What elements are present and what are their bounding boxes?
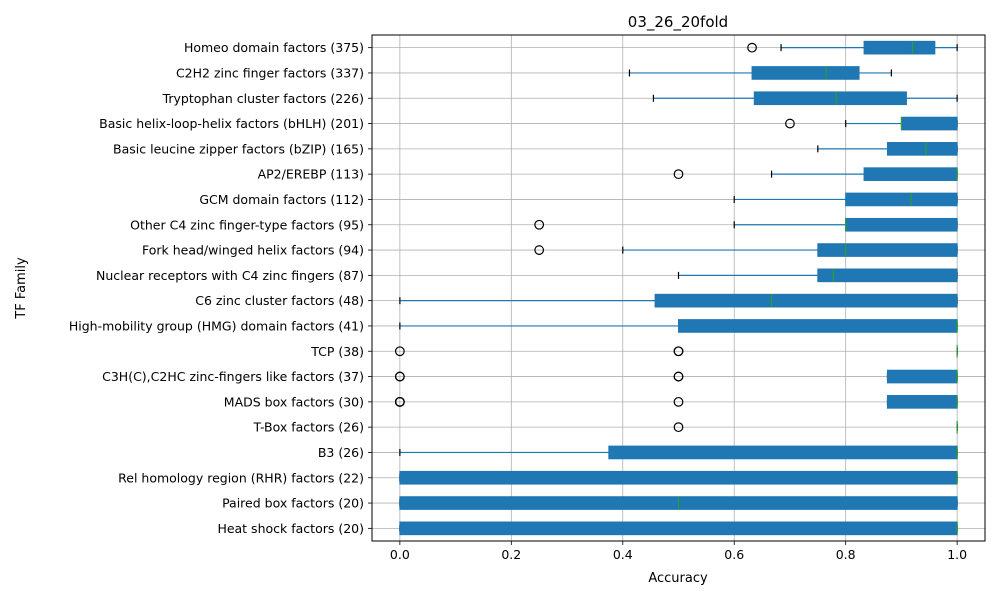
box-iqr — [900, 116, 958, 131]
box-iqr — [886, 142, 958, 156]
box-iqr — [863, 167, 958, 181]
box-group — [652, 91, 958, 106]
outlier-point — [673, 346, 684, 357]
box-group — [673, 420, 958, 434]
outlier-point — [673, 422, 684, 433]
y-axis-title: TF Family — [14, 257, 29, 320]
box-group — [399, 496, 958, 510]
outlier-point — [534, 219, 545, 230]
outlier-point — [673, 396, 684, 407]
outlier-point — [673, 169, 684, 180]
box-group — [817, 142, 958, 156]
box-group — [399, 470, 958, 485]
box-iqr — [863, 40, 936, 55]
y-tick-label: Fork head/winged helix factors (94) — [142, 243, 364, 258]
x-tick-label: 0.4 — [613, 547, 633, 562]
y-tick-label: Rel homology region (RHR) factors (22) — [118, 470, 364, 485]
y-tick-label: Nuclear receptors with C4 zinc fingers (… — [96, 268, 364, 283]
y-tick-label: Heat shock factors (20) — [217, 521, 364, 536]
x-tick-label: 0.6 — [724, 547, 744, 562]
y-tick-label: B3 (26) — [318, 445, 364, 460]
box-iqr — [845, 217, 958, 232]
outlier-point — [747, 42, 757, 53]
box-group — [399, 521, 958, 536]
plot-frame — [371, 34, 986, 542]
y-tick-label: TCP (38) — [310, 344, 364, 359]
y-tick-label: Basic leucine zipper factors (bZIP) (165… — [113, 141, 364, 156]
outlier-point — [394, 346, 405, 357]
box-iqr — [678, 319, 958, 333]
box-iqr — [753, 91, 907, 106]
y-tick-label: Paired box factors (20) — [222, 496, 364, 511]
y-tick-label: T-Box factors (26) — [252, 420, 364, 435]
chart-title: 03_26_20fold — [628, 13, 728, 32]
box-group — [399, 445, 958, 460]
y-tick-label: Homeo domain factors (375) — [184, 40, 364, 55]
outlier-point — [785, 118, 795, 129]
box-iqr — [817, 243, 958, 257]
y-tick-label: C2H2 zinc finger factors (337) — [176, 65, 364, 80]
grid-layer — [372, 35, 985, 541]
box-iqr — [817, 268, 958, 283]
y-tick-label: MADS box factors (30) — [224, 394, 364, 409]
y-tick-label: Other C4 zinc finger-type factors (95) — [130, 217, 364, 232]
y-tick-label: C3H(C),C2HC zinc-fingers like factors (3… — [102, 369, 364, 384]
y-tick-label: Basic helix-loop-helix factors (bHLH) (2… — [99, 116, 364, 131]
x-axis: 0.0 0.2 0.4 0.6 0.8 1.0 — [390, 541, 967, 562]
box-group — [747, 40, 958, 55]
y-tick-label: AP2/EREBP (113) — [258, 167, 364, 182]
x-tick-label: 0.8 — [836, 547, 856, 562]
y-tick-label: Tryptophan cluster factors (226) — [162, 91, 364, 106]
y-tick-label: High-mobility group (HMG) domain factors… — [69, 318, 364, 333]
box-iqr — [845, 192, 958, 207]
outlier-point — [394, 396, 405, 407]
box-iqr — [886, 369, 958, 384]
outlier-point — [673, 371, 684, 382]
box-group — [785, 116, 958, 131]
outlier-point — [394, 371, 405, 382]
y-tick-label: C6 zinc cluster factors (48) — [195, 293, 364, 308]
box-iqr — [654, 293, 958, 308]
box-iqr — [608, 445, 958, 460]
box-group — [673, 167, 958, 181]
boxes-layer — [394, 40, 958, 536]
box-group — [399, 293, 958, 308]
y-tick-label: GCM domain factors (112) — [199, 192, 364, 207]
box-group — [534, 217, 958, 232]
y-axis: Homeo domain factors (375) C2H2 zinc fing… — [69, 40, 372, 536]
box-iqr — [399, 470, 958, 485]
box-iqr — [886, 395, 958, 409]
x-tick-label: 1.0 — [947, 547, 967, 562]
box-group — [628, 66, 892, 80]
box-group — [677, 268, 958, 283]
box-group — [399, 319, 958, 333]
x-tick-label: 0.0 — [390, 547, 410, 562]
box-group — [394, 344, 958, 358]
box-group — [394, 395, 958, 409]
x-tick-label: 0.2 — [501, 547, 521, 562]
box-group — [733, 192, 958, 207]
box-iqr — [399, 521, 958, 536]
box-group — [534, 243, 958, 257]
box-iqr — [751, 66, 860, 80]
outlier-point — [534, 245, 545, 255]
box-group — [394, 369, 958, 384]
x-axis-title: Accuracy — [648, 571, 708, 586]
